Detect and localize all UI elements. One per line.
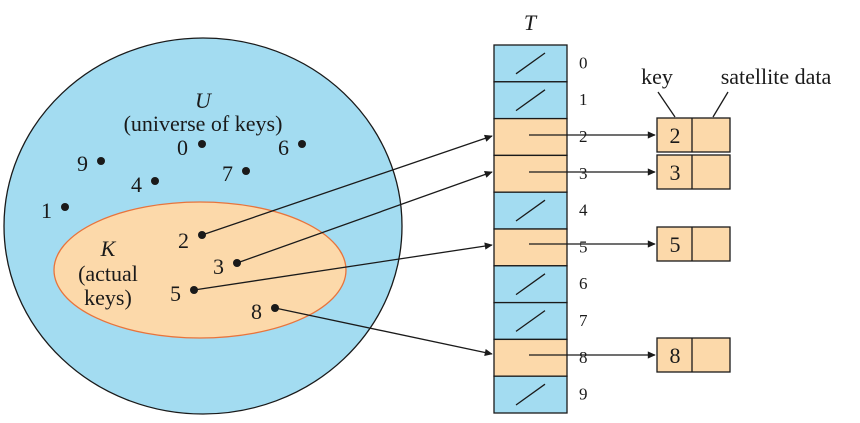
table-slot: 8 <box>493 338 588 377</box>
nil-slash <box>515 199 546 222</box>
nil-slash <box>515 273 546 296</box>
satellite-pointer-line <box>712 91 729 118</box>
svg-text:4: 4 <box>131 172 142 197</box>
slot-index: 3 <box>579 164 588 183</box>
unused-key: 1 <box>41 198 69 223</box>
table-slot: 9 <box>493 375 588 414</box>
table-slot: 2 <box>493 117 588 157</box>
actual-keys-symbol: K <box>100 236 117 261</box>
slot-index: 4 <box>579 201 588 220</box>
svg-text:8: 8 <box>670 343 681 368</box>
key-pointer-line <box>657 91 676 118</box>
table-slot: 1 <box>493 81 588 120</box>
key-to-slot-arrow <box>236 171 493 264</box>
table-slot: 4 <box>493 191 588 230</box>
slot-index: 7 <box>579 311 588 330</box>
key-to-slot-arrow <box>274 307 493 357</box>
svg-text:0: 0 <box>177 135 188 160</box>
slot-index: 5 <box>579 237 588 256</box>
slot-index: 6 <box>579 274 588 293</box>
svg-text:3: 3 <box>670 160 681 185</box>
svg-text:2: 2 <box>670 123 681 148</box>
svg-text:6: 6 <box>278 135 289 160</box>
slot-index: 1 <box>579 90 588 109</box>
satellite-data-label: satellite data <box>721 64 832 89</box>
nil-slash <box>515 89 546 112</box>
unused-key: 9 <box>77 151 105 176</box>
actual-keys-caption: keys) <box>84 285 132 310</box>
unused-key: 7 <box>222 161 250 186</box>
nil-slash <box>515 383 546 406</box>
key-label: key <box>641 64 673 89</box>
table-slot: 7 <box>493 301 588 341</box>
svg-text:8: 8 <box>251 299 262 324</box>
svg-text:2: 2 <box>178 228 189 253</box>
key-to-slot-arrow <box>193 242 493 291</box>
element-record: 8 <box>656 337 731 373</box>
universe-caption: (universe of keys) <box>124 111 283 136</box>
actual-keys-ellipse <box>53 201 347 339</box>
slot-index: 9 <box>579 385 588 404</box>
table-slot: 5 <box>493 228 588 267</box>
slot-index: 2 <box>579 127 588 146</box>
unused-key: 4 <box>131 172 159 197</box>
table-slot: 0 <box>493 44 588 83</box>
slot-index: 0 <box>579 53 588 72</box>
svg-text:5: 5 <box>170 281 181 306</box>
table-slot: 6 <box>493 265 588 304</box>
key-to-slot-arrow <box>201 134 493 236</box>
nil-slash <box>515 310 546 332</box>
unused-key: 6 <box>278 135 306 160</box>
actual-keys-caption: (actual <box>78 261 138 286</box>
element-record: 5 <box>656 226 731 262</box>
table-title: T <box>524 10 538 35</box>
element-record: 2 <box>656 117 731 153</box>
svg-text:1: 1 <box>41 198 52 223</box>
svg-text:3: 3 <box>213 254 224 279</box>
universe-symbol: U <box>195 88 213 113</box>
nil-slash <box>515 52 546 75</box>
svg-text:5: 5 <box>670 232 681 257</box>
svg-text:7: 7 <box>222 161 233 186</box>
hash-table: 0 1 2 3 4 5 6 7 8 9 <box>493 44 588 414</box>
slot-index: 8 <box>579 348 588 367</box>
element-record: 3 <box>656 154 731 190</box>
svg-text:9: 9 <box>77 151 88 176</box>
unused-key: 0 <box>177 135 206 160</box>
table-slot: 3 <box>493 154 588 193</box>
